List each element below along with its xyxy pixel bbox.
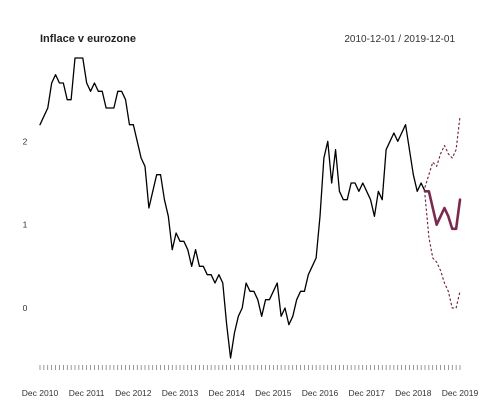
- series-line-forecast: [423, 190, 462, 231]
- x-tick-label: Dec 2016: [302, 388, 339, 398]
- chart-title: Inflace v eurozone: [40, 33, 136, 45]
- x-tick-label: Dec 2019: [442, 388, 479, 398]
- chart-subtitle: 2010-12-01 / 2019-12-01: [344, 34, 455, 45]
- y-axis-labels: 0 1 2: [23, 136, 28, 313]
- x-tick-label: Dec 2011: [69, 388, 105, 398]
- x-tick-label: Dec 2012: [115, 388, 152, 398]
- y-tick-label: 0: [23, 303, 28, 313]
- series-line-actual: [39, 57, 426, 359]
- x-tick-label: Dec 2010: [22, 388, 59, 398]
- x-tick-label: Dec 2014: [208, 388, 245, 398]
- x-tick-label: Dec 2017: [348, 388, 385, 398]
- series-line-upper-bound: [424, 115, 461, 188]
- series-lines: [39, 57, 462, 359]
- x-tick-label: Dec 2018: [395, 388, 432, 398]
- x-axis-labels: Dec 2010 Dec 2011 Dec 2012 Dec 2013 Dec 2014…: [22, 388, 479, 398]
- x-tick-label: Dec 2013: [162, 388, 199, 398]
- y-tick-label: 2: [23, 136, 28, 146]
- x-tick-label: Dec 2015: [255, 388, 292, 398]
- x-axis-ticks: [39, 365, 461, 370]
- y-tick-label: 1: [23, 220, 28, 230]
